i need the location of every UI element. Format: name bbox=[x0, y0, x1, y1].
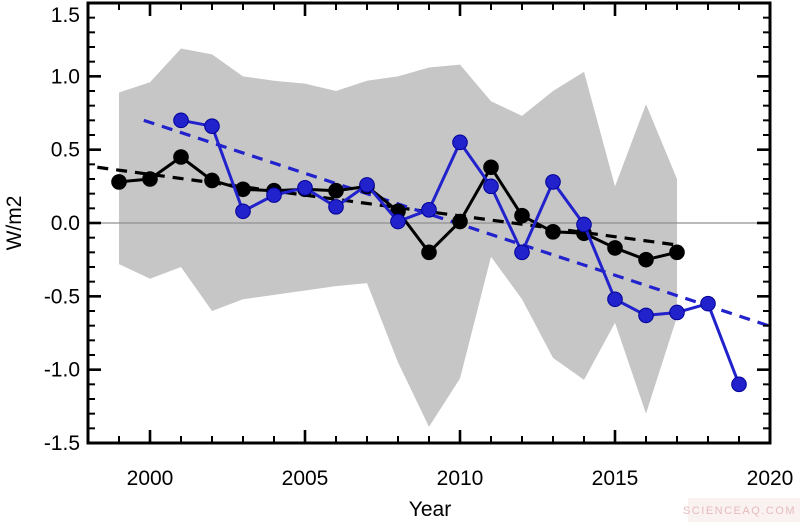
black-circles-series-point bbox=[204, 172, 220, 189]
x-axis-label: Year bbox=[409, 498, 451, 521]
black-circles-series-point bbox=[142, 171, 158, 187]
black-circles-series-point bbox=[545, 224, 561, 240]
axes-frame-and-ticks bbox=[86, 1, 772, 445]
blue-circles-series-point bbox=[731, 376, 747, 393]
x-tick-label: 2000 bbox=[127, 467, 174, 490]
y-tick-label: 0.0 bbox=[51, 212, 80, 235]
black-circles-series-point bbox=[328, 182, 344, 199]
blue-circles-series-point bbox=[235, 203, 251, 220]
blue-circles-series-point bbox=[297, 180, 313, 196]
black-circles-series-point bbox=[173, 149, 189, 165]
x-tick-label: 2005 bbox=[282, 467, 329, 490]
uncertainty-band-layer bbox=[119, 48, 677, 427]
blue-circles-series-point bbox=[204, 118, 220, 134]
y-axis-label: W/m2 bbox=[3, 196, 26, 251]
blue-circles-series-point bbox=[545, 174, 561, 190]
uncertainty-band bbox=[119, 48, 677, 427]
blue-circles-series-point bbox=[483, 178, 499, 195]
y-tick-label: -0.5 bbox=[44, 285, 80, 308]
watermark: SCIENCEAQ.COM bbox=[683, 505, 796, 517]
black-circles-series-point bbox=[514, 207, 530, 224]
tick-labels-layer: 2000 2005 2010 2015 2020 -1.5 -1.0 -0.5 0.0 0.5 1.… bbox=[44, 4, 794, 490]
black-circles-series-point bbox=[452, 213, 468, 230]
blue-circles-series-point bbox=[576, 216, 592, 233]
black-circles-series-point bbox=[483, 159, 499, 176]
data-series-layer bbox=[111, 112, 747, 393]
y-tick-label: 0.5 bbox=[51, 139, 80, 162]
watermark-background bbox=[688, 498, 800, 522]
black-circles-series-point bbox=[607, 240, 623, 256]
blue-circles-series-point bbox=[452, 134, 468, 151]
black-dashed-trend bbox=[97, 165, 678, 247]
y-tick-label: 1.5 bbox=[51, 4, 80, 27]
x-tick-label: 2015 bbox=[592, 467, 639, 490]
blue-circles-series-point bbox=[328, 199, 344, 215]
blue-circles-series-point bbox=[700, 295, 716, 312]
black-circles-series-point bbox=[638, 251, 654, 268]
blue-circles-series-point bbox=[390, 213, 406, 230]
y-tick-label: 1.0 bbox=[51, 65, 80, 88]
x-tick-label: 2020 bbox=[747, 467, 794, 490]
blue-circles-series-point bbox=[421, 202, 437, 218]
blue-circles-series-point bbox=[638, 307, 654, 324]
blue-circles-series-point bbox=[607, 291, 623, 308]
y-tick-label: -1.5 bbox=[44, 432, 80, 455]
black-circles-series-point bbox=[111, 174, 127, 190]
blue-circles-series-point bbox=[359, 177, 375, 193]
x-tick-label: 2010 bbox=[437, 467, 484, 490]
blue-circles-series-point bbox=[514, 244, 530, 261]
black-circles-series-point bbox=[421, 244, 437, 261]
y-tick-label: -1.0 bbox=[44, 359, 80, 382]
blue-circles-series-point bbox=[173, 112, 189, 129]
blue-circles-series-point bbox=[266, 187, 282, 203]
black-circles-series-point bbox=[669, 244, 685, 261]
blue-circles-series-point bbox=[669, 304, 685, 321]
